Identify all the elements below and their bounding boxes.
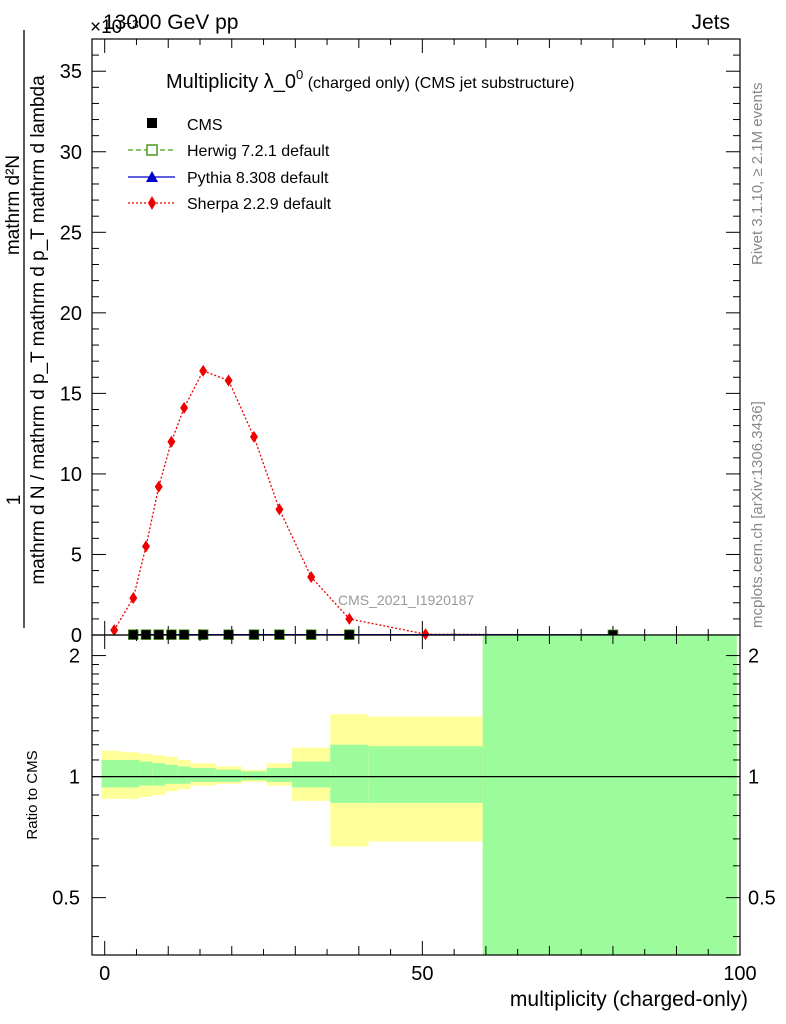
sherpa-point bbox=[224, 374, 233, 387]
sherpa-point bbox=[250, 430, 258, 443]
ratio-y-tick-label-left: 1 bbox=[69, 767, 80, 789]
sherpa-point bbox=[199, 364, 208, 377]
legend-pythia-label: Pythia 8.308 default bbox=[187, 170, 329, 187]
ratio-inner-band bbox=[120, 759, 140, 788]
ratio-inner-band bbox=[215, 769, 242, 782]
ratio-inner-band bbox=[152, 763, 166, 786]
legend-pythia-marker bbox=[146, 171, 158, 182]
ratio-y-tick-label-right: 2 bbox=[748, 646, 759, 668]
legend-herwig-marker bbox=[146, 144, 158, 156]
ratio-y-tick-label-right: 1 bbox=[748, 767, 759, 789]
legend-sherpa-marker bbox=[148, 196, 156, 210]
main-y-tick-label: 20 bbox=[60, 303, 82, 325]
sherpa-point bbox=[167, 435, 176, 448]
plot-title-sup: 0 bbox=[296, 67, 303, 82]
legend-entry-cms: CMS bbox=[147, 117, 223, 134]
legend-herwig-label: Herwig 7.2.1 default bbox=[187, 143, 330, 160]
exponent-label: ×10⁻³ bbox=[90, 17, 139, 38]
sherpa-point bbox=[345, 612, 354, 625]
legend-cms-marker bbox=[147, 118, 157, 128]
main-y-tick-label: 10 bbox=[60, 464, 82, 486]
main-y-axis-label: 1 mathrm d²N mathrm d N / mathrm d p_T m… bbox=[3, 30, 49, 628]
y-label-denominator: mathrm d N / mathrm d p_T mathrm d p_T m… bbox=[28, 75, 49, 585]
ratio-inner-band bbox=[177, 766, 191, 784]
mcplots-label: mcplots.cern.ch [arXiv:1306.3436] bbox=[749, 401, 766, 628]
ratio-y-ticks: 0.5 0.5 1 1 2 2 bbox=[52, 646, 776, 938]
ratio-inner-band bbox=[266, 768, 293, 782]
ratio-inner-band bbox=[139, 761, 153, 786]
ratio-inner-band bbox=[101, 759, 121, 788]
ratio-bands-group bbox=[101, 635, 737, 955]
main-y-tick-label: 5 bbox=[71, 544, 82, 566]
x-axis-label: multiplicity (charged-only) bbox=[510, 988, 748, 1011]
ratio-inner-band bbox=[190, 768, 216, 782]
y-label-numerator: mathrm d²N bbox=[3, 155, 24, 255]
ratio-y-tick-label-left: 0.5 bbox=[52, 888, 80, 910]
process-label: Jets bbox=[691, 11, 730, 34]
ratio-plot-panel: 0.5 0.5 1 1 2 2 0 50 100 bbox=[52, 634, 776, 985]
sherpa-point bbox=[110, 624, 119, 637]
ratio-inner-band bbox=[482, 635, 737, 955]
plot-title: Multiplicity λ_00 (charged only) (CMS je… bbox=[166, 67, 574, 93]
y-label-prefix: 1 bbox=[4, 495, 25, 506]
main-y-ticks: 0 5 10 15 20 25 30 35 bbox=[60, 38, 740, 647]
legend-sherpa-label: Sherpa 2.2.9 default bbox=[187, 196, 332, 213]
ratio-x-ticks: 0 50 100 bbox=[99, 635, 757, 985]
sherpa-point bbox=[142, 540, 150, 553]
main-y-tick-label: 35 bbox=[60, 61, 82, 83]
rivet-label: Rivet 3.1.10, ≥ 2.1M events bbox=[749, 83, 766, 266]
plot-title-main: Multiplicity λ_0 bbox=[166, 71, 296, 93]
ratio-inner-band bbox=[368, 746, 483, 803]
x-tick-label: 100 bbox=[723, 963, 756, 985]
main-y-tick-label: 25 bbox=[60, 222, 82, 244]
main-y-tick-label: 30 bbox=[60, 142, 82, 164]
analysis-watermark: CMS_2021_I1920187 bbox=[338, 592, 474, 608]
sherpa-point bbox=[180, 401, 189, 414]
ratio-inner-band bbox=[165, 764, 178, 784]
sherpa-point bbox=[154, 480, 163, 493]
ratio-y-axis-label: Ratio to CMS bbox=[24, 750, 41, 839]
series-line bbox=[113, 370, 613, 636]
x-tick-label: 50 bbox=[411, 963, 433, 985]
sherpa-point bbox=[275, 503, 284, 516]
ratio-y-tick-label-left: 2 bbox=[69, 646, 80, 668]
ratio-inner-band bbox=[241, 771, 267, 781]
plot-title-rest: (charged only) (CMS jet substructure) bbox=[303, 75, 574, 92]
sherpa-point bbox=[307, 571, 316, 584]
legend-entry-sherpa: Sherpa 2.2.9 default bbox=[128, 196, 332, 213]
main-y-tick-label: 15 bbox=[60, 383, 82, 405]
ratio-inner-band bbox=[292, 761, 331, 788]
ratio-inner-band bbox=[330, 744, 369, 803]
sherpa-point bbox=[129, 591, 138, 604]
legend-entry-pythia: Pythia 8.308 default bbox=[128, 170, 329, 187]
legend-entry-herwig: Herwig 7.2.1 default bbox=[128, 143, 330, 160]
ratio-y-tick-label-right: 0.5 bbox=[748, 888, 776, 910]
legend: CMS Herwig 7.2.1 default Pythia 8.308 de… bbox=[128, 117, 332, 213]
x-tick-label: 0 bbox=[99, 963, 110, 985]
legend-cms-label: CMS bbox=[187, 117, 223, 134]
energy-label: 13000 GeV pp bbox=[103, 11, 238, 34]
main-y-tick-label: 0 bbox=[71, 625, 82, 647]
